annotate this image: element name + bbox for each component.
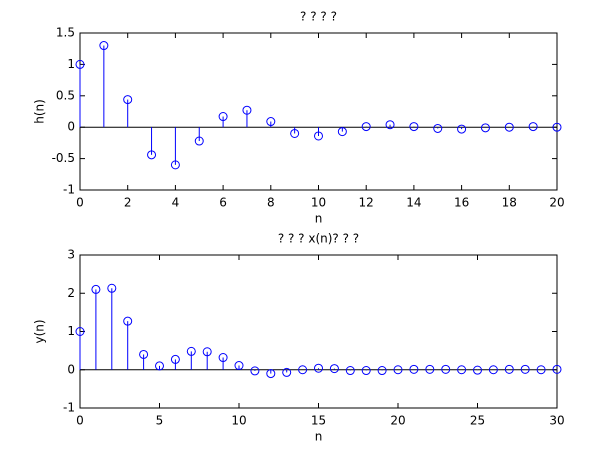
stem-marker: [170, 354, 180, 364]
stem-marker: [99, 41, 109, 51]
stem-marker: [186, 346, 196, 356]
stem-marker: [409, 122, 419, 132]
y-tick-label: 1.5: [56, 26, 75, 40]
x-tick-label: 20: [390, 414, 405, 428]
stem-marker: [91, 284, 101, 294]
stem-marker: [282, 367, 292, 377]
x-tick-label: 14: [406, 196, 421, 210]
axes-box: [79, 254, 558, 409]
stem-marker: [457, 124, 467, 134]
stem-marker: [433, 123, 443, 133]
stem-marker: [298, 365, 308, 375]
x-tick-label: 30: [549, 414, 564, 428]
stem-marker: [218, 112, 228, 122]
x-axis-label: n: [315, 430, 323, 444]
stem-marker: [345, 366, 355, 376]
stem-marker: [393, 365, 403, 375]
stem-marker: [480, 123, 490, 133]
x-tick-label: 15: [311, 414, 326, 428]
stem-marker: [457, 365, 467, 375]
stem-marker: [194, 136, 204, 146]
x-tick-label: 10: [231, 414, 246, 428]
stem-marker: [170, 160, 180, 170]
stem-marker: [528, 122, 538, 132]
stem-marker: [536, 365, 546, 375]
stem-marker: [425, 364, 435, 374]
stem-marker: [266, 369, 276, 379]
y-axis-label: h(n): [33, 99, 47, 124]
x-tick-label: 6: [219, 196, 227, 210]
y-tick-label: 1: [67, 57, 75, 71]
x-tick-label: 12: [359, 196, 374, 210]
stem-marker: [329, 364, 339, 374]
x-tick-label: 4: [172, 196, 180, 210]
stem-marker: [155, 361, 164, 371]
y-tick-label: -1: [63, 401, 75, 415]
stem-marker: [314, 131, 323, 141]
y-tick-label: -0.5: [52, 151, 75, 165]
stem-marker: [139, 349, 149, 359]
stem-marker: [361, 122, 371, 132]
stem-marker: [75, 59, 85, 69]
x-tick-label: 25: [470, 414, 485, 428]
x-axis-label: n: [315, 212, 323, 226]
stem-marker: [290, 128, 300, 138]
y-tick-label: 0.5: [56, 88, 75, 102]
stem-marker: [250, 366, 260, 376]
stem-marker: [123, 316, 133, 326]
stem-marker: [234, 361, 244, 371]
stem-marker: [473, 365, 482, 375]
chart-title: ? ? ? x(n)? ? ?: [278, 232, 359, 246]
x-tick-label: 0: [76, 414, 84, 428]
x-tick-label: 10: [311, 196, 326, 210]
stem-marker: [385, 120, 395, 130]
stem-marker: [488, 365, 498, 375]
stem-marker: [242, 105, 252, 115]
stem-marker: [107, 283, 117, 293]
x-tick-label: 5: [156, 414, 164, 428]
stem-marker: [218, 353, 228, 363]
y-tick-label: 1: [67, 324, 75, 338]
y-tick-label: 3: [67, 248, 75, 262]
y-tick-label: 2: [67, 286, 75, 300]
stem-marker: [266, 117, 276, 127]
x-tick-label: 16: [454, 196, 469, 210]
stem-marker: [337, 127, 347, 137]
stem-marker: [202, 347, 212, 357]
stem-marker: [504, 122, 514, 132]
stem-marker: [75, 327, 85, 336]
chart-title: ? ? ? ?: [300, 10, 337, 24]
stem-marker: [441, 364, 451, 374]
stem-marker: [314, 363, 323, 373]
stem-marker: [377, 366, 387, 376]
stem-marker: [552, 364, 562, 374]
stem-marker: [552, 122, 562, 132]
x-tick-label: 2: [124, 196, 132, 210]
y-axis-label: y(n): [33, 319, 47, 343]
x-tick-label: 0: [76, 196, 84, 210]
stem-marker: [504, 364, 514, 374]
y-tick-label: -1: [63, 183, 75, 197]
stem-marker: [361, 366, 371, 376]
stem-marker: [409, 364, 419, 374]
stem-marker: [520, 364, 530, 374]
x-tick-label: 8: [267, 196, 275, 210]
x-tick-label: 20: [549, 196, 564, 210]
y-tick-label: 0: [67, 362, 75, 376]
stem-marker: [147, 150, 157, 160]
x-tick-label: 18: [502, 196, 517, 210]
axes-box: [79, 32, 558, 191]
stem-marker: [123, 95, 133, 105]
y-tick-label: 0: [67, 120, 75, 134]
